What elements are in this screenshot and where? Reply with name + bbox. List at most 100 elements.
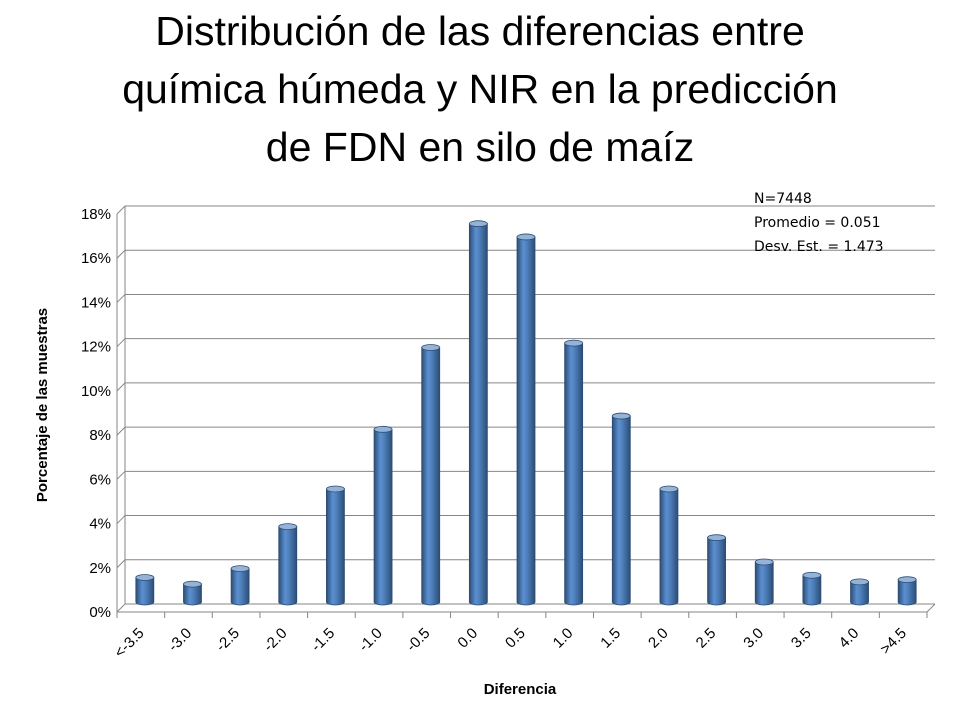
- bar: [516, 233, 536, 606]
- y-tick-label: 18%: [81, 206, 111, 223]
- bar-top: [707, 534, 726, 542]
- grid-depth-line: [116, 205, 126, 215]
- bar-top: [516, 233, 536, 241]
- bar-body: [850, 581, 869, 606]
- bar-top: [850, 578, 869, 586]
- title-line-3: de FDN en silo de maíz: [265, 124, 695, 170]
- x-tick-label: 2.0: [645, 625, 672, 652]
- bar-body: [516, 236, 536, 606]
- bar-top: [468, 220, 488, 228]
- title-line-1: Distribución de las diferencias entre: [155, 8, 805, 54]
- bar-top: [754, 558, 774, 566]
- bar: [278, 523, 298, 606]
- bar-body: [659, 488, 679, 606]
- grid-depth-line: [116, 382, 126, 392]
- bar-body: [230, 568, 250, 606]
- grid-depth-line: [116, 603, 126, 613]
- bar: [135, 574, 155, 606]
- x-tick-label: 3.0: [740, 625, 767, 652]
- x-tick-label: -0.5: [403, 625, 433, 655]
- bar: [373, 425, 393, 606]
- bar-top: [183, 580, 202, 588]
- grid-depth-line: [116, 470, 126, 480]
- bar-top: [564, 339, 584, 347]
- bar-body: [611, 415, 631, 606]
- bar: [564, 339, 584, 606]
- bar-top: [135, 574, 155, 581]
- y-tick-label: 16%: [81, 250, 111, 267]
- x-tick-label: 0.0: [454, 625, 481, 652]
- x-axis-title: Diferencia: [484, 681, 557, 698]
- bar: [754, 558, 774, 606]
- bar-top: [373, 425, 393, 433]
- x-tick-label: 1.5: [597, 625, 624, 652]
- title-line-2: química húmeda y NIR en la predicción: [122, 66, 838, 112]
- bar-body: [897, 579, 917, 606]
- bar: [326, 485, 345, 606]
- bar: [611, 412, 631, 606]
- bar-body: [183, 583, 202, 606]
- y-axis-title: Porcentaje de las muestras: [34, 308, 51, 502]
- y-tick-labels: 0% 2% 4% 6% 8% 10% 12% 14% 16% 18%: [81, 206, 111, 621]
- y-tick-label: 2%: [89, 560, 111, 577]
- bar-body: [135, 577, 155, 606]
- bar-body: [802, 574, 822, 606]
- bar: [468, 220, 488, 606]
- y-tick-label: 10%: [81, 383, 111, 400]
- x-tick-label: >4.5: [877, 625, 910, 658]
- x-tick-label: 4.0: [836, 625, 863, 652]
- y-tick-label: 14%: [81, 294, 111, 311]
- grid-depth-line: [116, 338, 126, 348]
- x-tick-label: -2.0: [260, 625, 290, 655]
- x-tick-label: -1.5: [308, 625, 338, 655]
- stat-mean: Promedio = 0.051: [754, 215, 881, 231]
- x-tick-label: -1.0: [356, 625, 386, 655]
- y-tick-label: 12%: [81, 339, 111, 356]
- bar-body: [564, 342, 584, 606]
- bar-body: [754, 561, 774, 606]
- stat-n: N=7448: [754, 191, 812, 207]
- x-tick-labels: <-3.5 -3.0 -2.5 -2.0 -1.5 -1.0 -0.5 0.0 0.5 1.0 1.…: [111, 625, 910, 661]
- x-tick-label: -3.0: [165, 625, 195, 655]
- bar: [659, 485, 679, 606]
- bar-body: [278, 526, 298, 606]
- bar-top: [230, 565, 250, 573]
- grid-depth-line: [116, 294, 126, 303]
- y-tick-label: 0%: [89, 604, 111, 621]
- grid-depth-line: [116, 426, 126, 436]
- grid-depth-line: [116, 559, 126, 569]
- bar: [707, 534, 726, 606]
- stats-box: N=7448 Promedio = 0.051 Desv. Est. = 1.4…: [754, 187, 884, 259]
- x-tick-label: -2.5: [213, 625, 243, 655]
- y-tick-label: 6%: [89, 471, 111, 488]
- bar-top: [326, 485, 345, 493]
- x-tick-label: 3.5: [788, 625, 815, 652]
- bar-top: [278, 523, 298, 531]
- grid-depth-line: [116, 515, 126, 524]
- stat-sd: Desv. Est. = 1.473: [754, 239, 884, 255]
- bar-body: [421, 347, 441, 606]
- bar: [897, 576, 917, 606]
- bar-top: [659, 485, 679, 493]
- floor-right-edge: [926, 603, 936, 613]
- bar-top: [611, 412, 631, 420]
- bar: [802, 571, 822, 606]
- x-tick-label: 1.0: [550, 625, 577, 652]
- bar-body: [707, 537, 726, 606]
- x-tick-label: <-3.5: [111, 625, 147, 661]
- slide-title: Distribución de las diferencias entre qu…: [0, 2, 960, 176]
- bar: [230, 565, 250, 606]
- bar: [183, 580, 202, 606]
- bar-body: [468, 223, 488, 606]
- bar: [850, 578, 869, 606]
- grid-depth-line: [116, 249, 126, 259]
- bar-top: [897, 576, 917, 584]
- bars: [135, 220, 917, 606]
- bar-top: [802, 571, 822, 579]
- y-tick-label: 4%: [89, 516, 111, 533]
- bar-top: [421, 344, 441, 351]
- y-tick-label: 8%: [89, 427, 111, 444]
- bar-body: [373, 428, 393, 606]
- x-tick-label: 0.5: [502, 625, 529, 652]
